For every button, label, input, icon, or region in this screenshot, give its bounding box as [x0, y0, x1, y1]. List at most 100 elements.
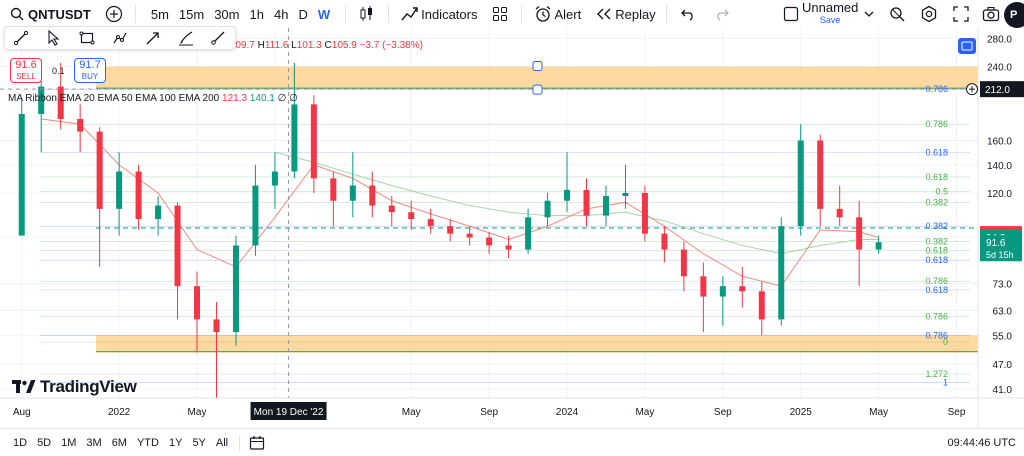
- candle[interactable]: [719, 286, 726, 297]
- avatar[interactable]: P: [1004, 2, 1024, 28]
- candle[interactable]: [797, 140, 804, 227]
- ray-icon[interactable]: [207, 27, 229, 49]
- candle[interactable]: [758, 291, 765, 320]
- undo-button[interactable]: [671, 0, 705, 28]
- candle[interactable]: [369, 185, 376, 206]
- candle[interactable]: [700, 276, 707, 297]
- candle[interactable]: [641, 192, 648, 234]
- candle[interactable]: [817, 140, 824, 209]
- candle[interactable]: [544, 200, 551, 218]
- ema100-value: ∅: [277, 93, 287, 104]
- candle[interactable]: [564, 189, 571, 201]
- candle[interactable]: [739, 286, 746, 292]
- candle[interactable]: [622, 192, 629, 197]
- range-6m[interactable]: 6M: [111, 436, 127, 449]
- candle[interactable]: [330, 178, 337, 201]
- candle[interactable]: [466, 233, 473, 238]
- candle[interactable]: [291, 104, 298, 172]
- quick-search-button[interactable]: [880, 0, 914, 28]
- replay-button[interactable]: Replay: [587, 0, 661, 28]
- timeframe-15m[interactable]: 15m: [178, 6, 205, 22]
- candle[interactable]: [505, 245, 512, 250]
- candle[interactable]: [661, 233, 668, 250]
- zone-handle-bottom[interactable]: [532, 84, 543, 95]
- candle[interactable]: [875, 242, 882, 250]
- brush-icon[interactable]: [175, 27, 197, 49]
- symbol-search[interactable]: QNTUSDT: [0, 0, 97, 28]
- candle[interactable]: [116, 171, 123, 209]
- timeframe-w[interactable]: W: [317, 6, 331, 22]
- candle[interactable]: [447, 226, 454, 234]
- trendline-icon[interactable]: [10, 27, 32, 49]
- candle[interactable]: [77, 119, 84, 132]
- calendar-range-icon[interactable]: [246, 432, 268, 454]
- range-3m[interactable]: 3M: [86, 436, 102, 449]
- chart-type-button[interactable]: [350, 0, 384, 28]
- candle[interactable]: [18, 114, 25, 236]
- indicators-button[interactable]: Indicators: [393, 0, 483, 28]
- layout-menu[interactable]: Unnamed Save: [774, 0, 886, 28]
- rectangle-icon[interactable]: [76, 27, 98, 49]
- candle[interactable]: [232, 245, 239, 333]
- candle[interactable]: [349, 185, 356, 201]
- ma-ribbon-legend[interactable]: MA Ribbon EMA 20 EMA 50 EMA 100 EMA 200 …: [8, 93, 298, 104]
- candle[interactable]: [388, 205, 395, 213]
- candle[interactable]: [836, 208, 843, 218]
- candle[interactable]: [38, 86, 45, 115]
- candle[interactable]: [680, 249, 687, 277]
- sell-button[interactable]: 91.6 SELL: [10, 58, 42, 83]
- candle[interactable]: [602, 196, 609, 216]
- candle[interactable]: [252, 185, 259, 246]
- time-tick-label: 2022: [108, 407, 131, 418]
- alert-button[interactable]: Alert: [526, 0, 587, 28]
- candle[interactable]: [213, 319, 220, 333]
- candle[interactable]: [135, 171, 142, 220]
- save-link[interactable]: Save: [819, 15, 841, 25]
- candle[interactable]: [583, 189, 590, 216]
- candle[interactable]: [174, 205, 181, 287]
- candle[interactable]: [778, 226, 785, 320]
- chevron-down-icon[interactable]: [858, 3, 880, 25]
- supply-demand-zone[interactable]: [96, 335, 978, 353]
- price-chart[interactable]: 0.786 0.786 0.618 0.618 0.5 0.382 0.382 0.382 0.…: [0, 28, 1024, 428]
- range-5d[interactable]: 5D: [37, 436, 52, 449]
- utc-clock[interactable]: 09:44:46 UTC: [947, 436, 1016, 449]
- fullscreen-button[interactable]: [944, 0, 978, 28]
- snapshot-button[interactable]: [974, 0, 1008, 28]
- timeframe-d[interactable]: D: [298, 6, 308, 22]
- timeframe-5m[interactable]: 5m: [150, 6, 169, 22]
- candle[interactable]: [856, 217, 863, 250]
- layouts-button[interactable]: [483, 0, 517, 28]
- candle[interactable]: [96, 131, 103, 209]
- path-icon[interactable]: [109, 27, 131, 49]
- candle[interactable]: [486, 237, 493, 246]
- timeframe-1h[interactable]: 1h: [249, 6, 264, 22]
- timeframe-30m[interactable]: 30m: [214, 6, 240, 22]
- range-ytd[interactable]: YTD: [136, 436, 159, 449]
- chart-canvas[interactable]: 0.7860.7860.6180.6180.50.3820.3820.3820.…: [0, 28, 1024, 428]
- range-1m[interactable]: 1M: [61, 436, 77, 449]
- settings-button[interactable]: [912, 0, 946, 28]
- price-tag[interactable]: [980, 235, 1022, 262]
- compare-button[interactable]: [97, 0, 131, 28]
- range-1d[interactable]: 1D: [13, 436, 28, 449]
- arrow-icon[interactable]: [142, 27, 164, 49]
- range-5y[interactable]: 5Y: [192, 436, 206, 449]
- candle[interactable]: [427, 219, 434, 227]
- zone-handle-top[interactable]: [532, 61, 543, 72]
- range-1y[interactable]: 1Y: [168, 436, 183, 449]
- cursor-icon[interactable]: [43, 27, 65, 49]
- candle[interactable]: [57, 86, 64, 120]
- timeframe-4h[interactable]: 4h: [273, 6, 289, 22]
- candle[interactable]: [271, 171, 278, 186]
- candle[interactable]: [155, 205, 162, 220]
- redo-button[interactable]: [705, 0, 739, 28]
- chart-alert-button[interactable]: [958, 38, 976, 54]
- supply-demand-zone[interactable]: [96, 66, 978, 90]
- candle[interactable]: [525, 217, 532, 250]
- range-all[interactable]: All: [215, 436, 229, 449]
- candle[interactable]: [194, 286, 201, 320]
- candle[interactable]: [310, 104, 317, 179]
- candle[interactable]: [408, 212, 415, 220]
- buy-button[interactable]: 91.7 BUY: [74, 58, 106, 83]
